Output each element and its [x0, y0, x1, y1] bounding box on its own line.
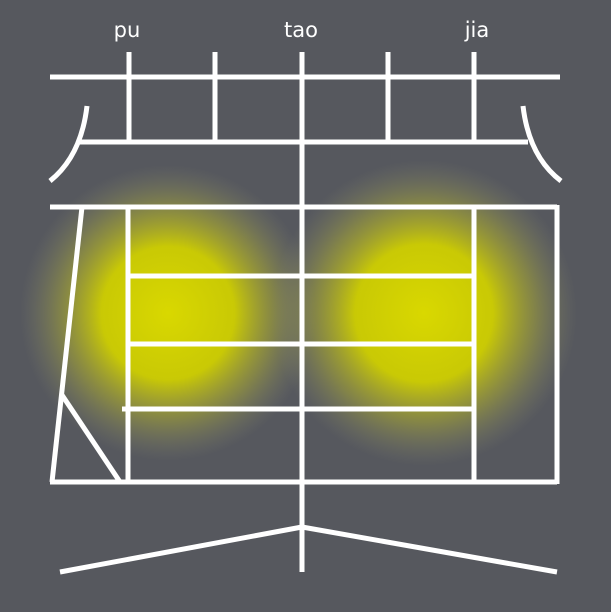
left-hook [59, 393, 123, 484]
label-tao: tao [284, 18, 318, 42]
right-glow [271, 160, 577, 466]
right-eave [520, 105, 563, 183]
label-jia: jia [464, 18, 490, 42]
left-glow [20, 165, 316, 461]
base-right [301, 524, 558, 575]
base-left [59, 524, 303, 575]
left-slant [49, 206, 85, 483]
left-eave [48, 105, 90, 183]
label-pu: pu [113, 18, 141, 42]
